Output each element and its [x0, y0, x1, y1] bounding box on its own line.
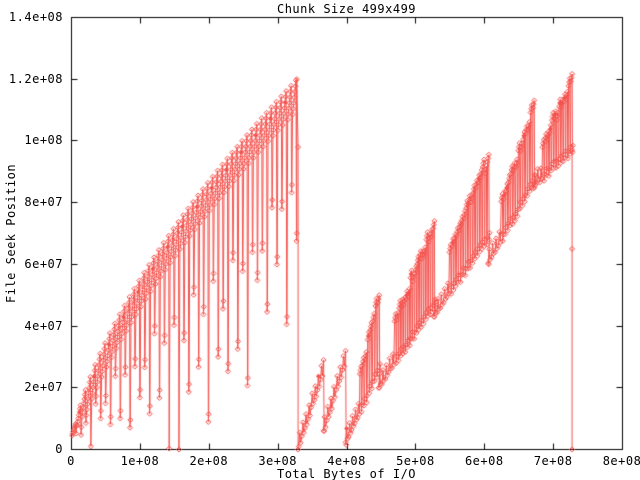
y-tick-label: 6e+07	[24, 256, 63, 271]
x-tick-label: 5e+08	[396, 454, 435, 468]
y-tick-label: 4e+07	[24, 318, 63, 333]
x-tick-label: 7e+08	[533, 454, 573, 468]
x-axis-title: Total Bytes of I/O	[276, 467, 417, 480]
x-tick-label: 0	[67, 454, 75, 468]
x-tick-label: 2e+08	[189, 454, 229, 468]
y-tick-label: 1.4e+08	[8, 10, 63, 24]
y-tick-label: 1e+08	[24, 133, 63, 148]
y-tick-label: 1.2e+08	[8, 71, 63, 86]
chart-title: Chunk Size 499x499	[276, 2, 417, 16]
x-tick-label: 8e+08	[602, 454, 640, 468]
x-tick-label: 6e+08	[464, 454, 504, 468]
y-tick-label: 2e+07	[24, 380, 63, 395]
y-tick-label: 0	[55, 442, 63, 456]
y-tick-label: 8e+07	[24, 195, 63, 210]
x-tick-label: 1e+08	[120, 454, 160, 468]
x-tick-label: 4e+08	[327, 454, 366, 468]
x-tick-label: 3e+08	[258, 454, 297, 468]
